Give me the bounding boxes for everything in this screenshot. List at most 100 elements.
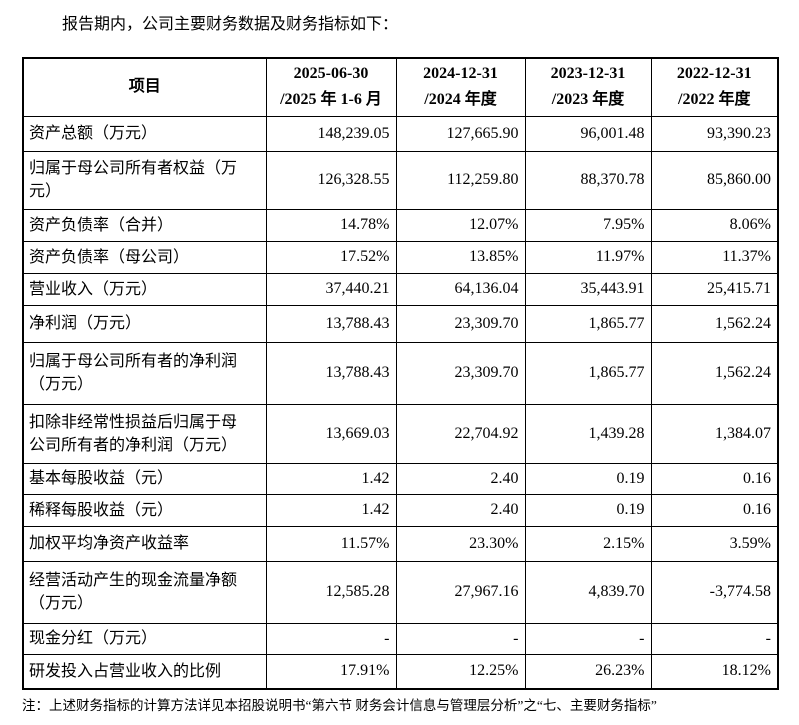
row-value: 13,669.03 (265, 403, 397, 464)
row-value: 4,839.70 (524, 560, 652, 624)
header-date: 2024-12-31 (423, 65, 498, 83)
row-value: 0.16 (650, 462, 779, 495)
row-value: 26.23% (524, 653, 652, 690)
table-row: 资产负债率（合并） 14.78% 12.07% 7.95% 8.06% (22, 208, 779, 242)
row-value: 23,309.70 (395, 304, 526, 343)
table-row: 研发投入占营业收入的比例 17.91% 12.25% 26.23% 18.12% (22, 653, 779, 690)
row-value: -3,774.58 (650, 560, 779, 624)
table-row: 归属于母公司所有者的净利润（万元） 13,788.43 23,309.70 1,… (22, 341, 779, 405)
table-row: 基本每股收益（元） 1.42 2.40 0.19 0.16 (22, 462, 779, 495)
row-label: 稀释每股收益（元） (22, 493, 267, 527)
row-value: 85,860.00 (650, 150, 779, 210)
row-value: 1,384.07 (650, 403, 779, 464)
row-value: 64,136.04 (395, 272, 526, 306)
row-label: 现金分红（万元） (22, 622, 267, 655)
header-cell-period-2023: 2023-12-31 /2023 年度 (524, 57, 652, 117)
header-date: 2023-12-31 (550, 65, 626, 83)
table-row: 扣除非经常性损益后归属于母公司所有者的净利润（万元） 13,669.03 22,… (22, 403, 779, 464)
row-value: 1,865.77 (524, 341, 652, 405)
row-value: 23,309.70 (395, 341, 526, 405)
row-value: 23.30% (395, 525, 526, 562)
header-date: 2025-06-30 (293, 65, 369, 83)
row-value: 35,443.91 (524, 272, 652, 306)
table-row: 归属于母公司所有者权益（万元） 126,328.55 112,259.80 88… (22, 150, 779, 210)
table-row: 净利润（万元） 13,788.43 23,309.70 1,865.77 1,5… (22, 304, 779, 343)
row-value: 2.40 (395, 493, 526, 527)
row-value: 127,665.90 (395, 115, 526, 152)
row-value: 27,967.16 (395, 560, 526, 624)
row-value: 88,370.78 (524, 150, 652, 210)
row-value: 1,562.24 (650, 341, 779, 405)
row-value: 0.19 (524, 493, 652, 527)
row-value: 148,239.05 (265, 115, 397, 152)
row-value: 18.12% (650, 653, 779, 690)
row-value: 22,704.92 (395, 403, 526, 464)
header-cell-item: 项目 (22, 57, 267, 117)
row-value: 17.52% (265, 240, 397, 274)
header-period: /2023 年度 (551, 91, 625, 109)
row-value: 1,562.24 (650, 304, 779, 343)
row-label: 扣除非经常性损益后归属于母公司所有者的净利润（万元） (22, 403, 267, 464)
row-value: 12,585.28 (265, 560, 397, 624)
row-value: 96,001.48 (524, 115, 652, 152)
row-value: - (650, 622, 779, 655)
row-value: 11.97% (524, 240, 652, 274)
row-label: 资产负债率（合并） (22, 208, 267, 242)
table-row: 资产总额（万元） 148,239.05 127,665.90 96,001.48… (22, 115, 779, 152)
header-date: 2022-12-31 (676, 65, 752, 83)
row-value: 0.19 (524, 462, 652, 495)
row-label: 加权平均净资产收益率 (22, 525, 267, 562)
header-cell-period-2022: 2022-12-31 /2022 年度 (650, 57, 779, 117)
row-label: 归属于母公司所有者的净利润（万元） (22, 341, 267, 405)
row-value: 1,439.28 (524, 403, 652, 464)
row-label: 基本每股收益（元） (22, 462, 267, 495)
header-cell-period-2025: 2025-06-30 /2025 年 1-6 月 (265, 57, 397, 117)
row-value: 11.37% (650, 240, 779, 274)
financial-table: 项目 2025-06-30 /2025 年 1-6 月 2024-12-31 /… (22, 57, 779, 690)
row-value: 17.91% (265, 653, 397, 690)
row-value: 13.85% (395, 240, 526, 274)
row-value: 2.15% (524, 525, 652, 562)
header-period: /2024 年度 (424, 91, 497, 109)
footnote-text: 注：上述财务指标的计算方法详见本招股说明书“第六节 财务会计信息与管理层分析”之… (22, 698, 657, 713)
table-row: 加权平均净资产收益率 11.57% 23.30% 2.15% 3.59% (22, 525, 779, 562)
row-value: 12.25% (395, 653, 526, 690)
row-value: 1,865.77 (524, 304, 652, 343)
table-row: 营业收入（万元） 37,440.21 64,136.04 35,443.91 2… (22, 272, 779, 306)
header-cell-period-2024: 2024-12-31 /2024 年度 (395, 57, 526, 117)
row-label: 研发投入占营业收入的比例 (22, 653, 267, 690)
row-value: - (265, 622, 397, 655)
row-value: - (395, 622, 526, 655)
table-row: 现金分红（万元） - - - - (22, 622, 779, 655)
table-header-row: 项目 2025-06-30 /2025 年 1-6 月 2024-12-31 /… (22, 57, 779, 117)
row-value: 14.78% (265, 208, 397, 242)
row-value: 1.42 (265, 462, 397, 495)
row-label: 营业收入（万元） (22, 272, 267, 306)
header-period: /2025 年 1-6 月 (280, 91, 382, 109)
row-value: 11.57% (265, 525, 397, 562)
row-label: 资产总额（万元） (22, 115, 267, 152)
row-value: 0.16 (650, 493, 779, 527)
row-value: 3.59% (650, 525, 779, 562)
table-row: 经营活动产生的现金流量净额（万元） 12,585.28 27,967.16 4,… (22, 560, 779, 624)
row-value: 12.07% (395, 208, 526, 242)
row-value: 13,788.43 (265, 304, 397, 343)
row-value: 112,259.80 (395, 150, 526, 210)
row-value: 13,788.43 (265, 341, 397, 405)
row-value: 7.95% (524, 208, 652, 242)
row-label: 经营活动产生的现金流量净额（万元） (22, 560, 267, 624)
row-value: 93,390.23 (650, 115, 779, 152)
row-value: - (524, 622, 652, 655)
row-label: 资产负债率（母公司） (22, 240, 267, 274)
header-period: /2022 年度 (678, 91, 751, 109)
row-value: 1.42 (265, 493, 397, 527)
table-row: 稀释每股收益（元） 1.42 2.40 0.19 0.16 (22, 493, 779, 527)
row-label: 归属于母公司所有者权益（万元） (22, 150, 267, 210)
row-value: 8.06% (650, 208, 779, 242)
header-item-label: 项目 (128, 78, 161, 96)
table-row: 资产负债率（母公司） 17.52% 13.85% 11.97% 11.37% (22, 240, 779, 274)
intro-text: 报告期内，公司主要财务数据及财务指标如下： (62, 16, 399, 33)
row-label: 净利润（万元） (22, 304, 267, 343)
row-value: 37,440.21 (265, 272, 397, 306)
